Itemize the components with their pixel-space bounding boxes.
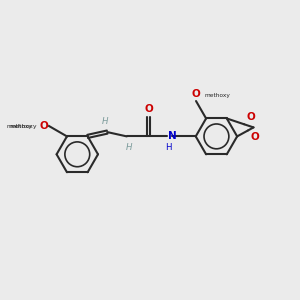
- Text: H: H: [165, 143, 172, 152]
- Text: O: O: [250, 132, 259, 142]
- Text: O: O: [39, 121, 48, 131]
- Text: O: O: [144, 104, 153, 114]
- Text: methoxy: methoxy: [205, 93, 230, 98]
- Text: H: H: [102, 117, 108, 126]
- Text: H: H: [126, 143, 132, 152]
- Text: O: O: [191, 89, 200, 99]
- Text: methoxy: methoxy: [7, 124, 32, 128]
- Text: N: N: [168, 131, 177, 141]
- Text: methoxy: methoxy: [9, 124, 37, 128]
- Text: O: O: [247, 112, 255, 122]
